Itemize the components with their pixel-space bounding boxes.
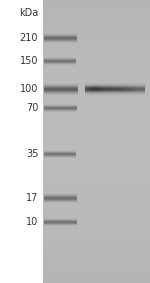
Text: 17: 17	[26, 193, 38, 203]
Text: 35: 35	[26, 149, 38, 159]
Bar	[43, 0, 150, 283]
Text: 210: 210	[20, 33, 38, 43]
Text: 100: 100	[20, 84, 38, 94]
Text: 70: 70	[26, 102, 38, 113]
Text: kDa: kDa	[19, 8, 38, 18]
Text: 150: 150	[20, 56, 38, 66]
Text: 10: 10	[26, 217, 38, 227]
